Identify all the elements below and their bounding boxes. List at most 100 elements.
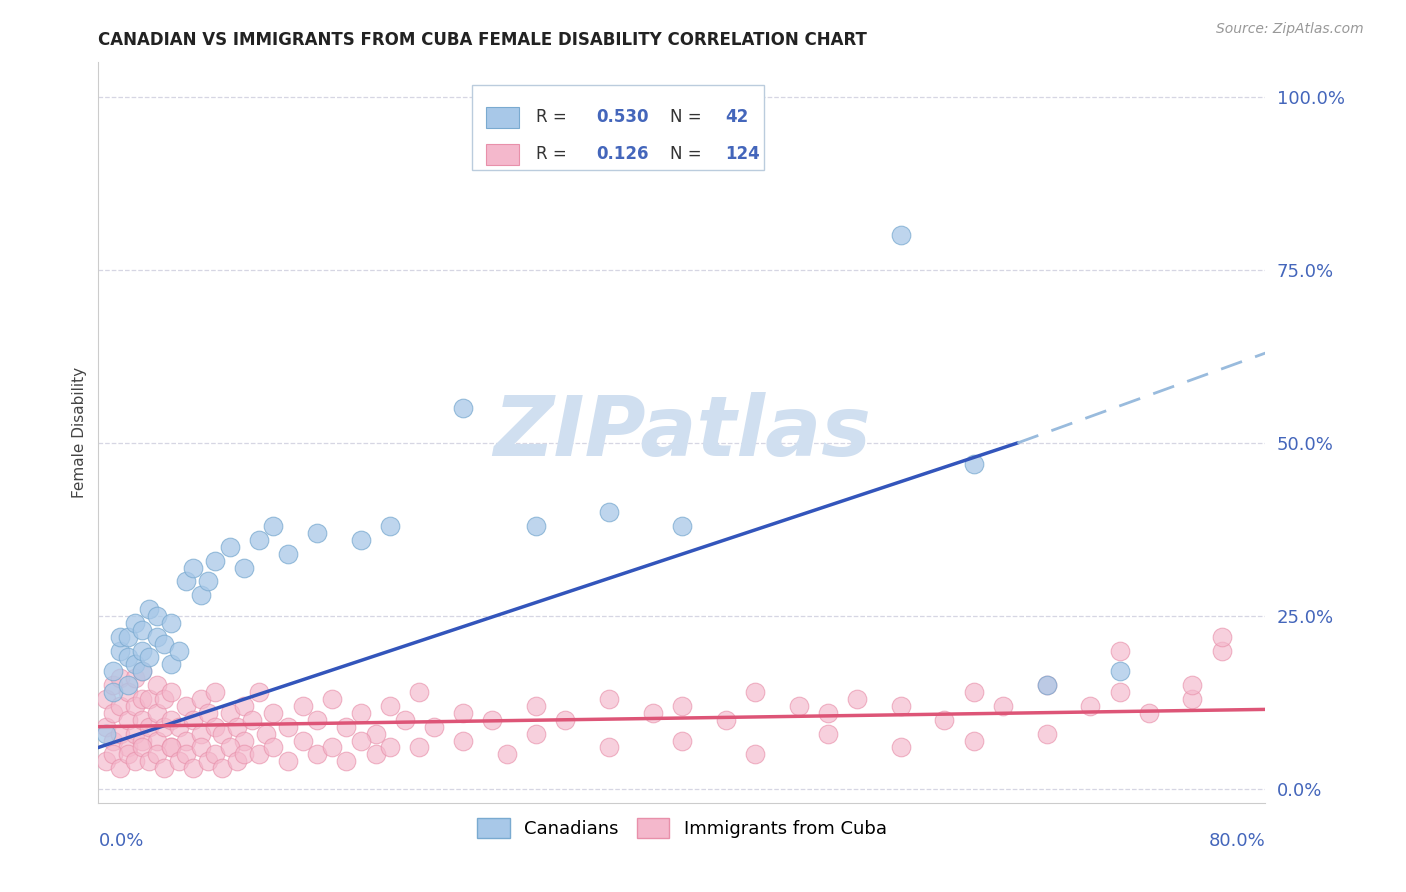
Point: [321, 740, 343, 755]
Point: [1137, 706, 1160, 720]
Point: [380, 698, 402, 713]
Point: [962, 685, 984, 699]
Point: [167, 643, 190, 657]
FancyBboxPatch shape: [486, 107, 519, 128]
Point: [787, 698, 810, 713]
Point: [131, 740, 153, 755]
Point: [714, 713, 737, 727]
Point: [160, 740, 183, 755]
Point: [131, 623, 153, 637]
Point: [524, 698, 547, 713]
Point: [380, 740, 402, 755]
Point: [1035, 678, 1057, 692]
Point: [226, 754, 249, 768]
Point: [1035, 726, 1057, 740]
Point: [408, 740, 430, 755]
Point: [124, 726, 146, 740]
Point: [138, 650, 160, 665]
Point: [524, 519, 547, 533]
Point: [101, 733, 124, 747]
Point: [991, 698, 1014, 713]
Point: [181, 560, 204, 574]
Point: [160, 713, 183, 727]
Point: [423, 720, 446, 734]
Point: [451, 733, 474, 747]
Point: [101, 747, 124, 762]
Point: [1108, 643, 1130, 657]
Point: [204, 747, 226, 762]
Point: [496, 747, 519, 762]
Point: [364, 747, 387, 762]
Text: N =: N =: [671, 145, 707, 163]
Point: [174, 574, 197, 589]
Y-axis label: Female Disability: Female Disability: [72, 367, 87, 499]
Point: [138, 602, 160, 616]
Point: [160, 657, 183, 672]
Point: [890, 698, 912, 713]
Text: N =: N =: [671, 108, 707, 127]
Point: [124, 698, 146, 713]
Point: [131, 665, 153, 679]
Point: [146, 747, 169, 762]
Text: Source: ZipAtlas.com: Source: ZipAtlas.com: [1216, 22, 1364, 37]
Point: [204, 685, 226, 699]
Point: [817, 726, 839, 740]
Point: [598, 692, 620, 706]
Point: [218, 740, 240, 755]
Point: [350, 733, 373, 747]
Point: [962, 733, 984, 747]
Point: [641, 706, 664, 720]
Point: [153, 720, 176, 734]
Point: [233, 733, 256, 747]
Text: 0.126: 0.126: [596, 145, 650, 163]
Point: [190, 726, 212, 740]
Point: [233, 747, 256, 762]
Point: [101, 678, 124, 692]
Point: [364, 726, 387, 740]
Point: [167, 720, 190, 734]
FancyBboxPatch shape: [486, 144, 519, 165]
Point: [262, 519, 284, 533]
Point: [350, 533, 373, 547]
Point: [307, 747, 329, 762]
Point: [146, 706, 169, 720]
Point: [1211, 630, 1233, 644]
Point: [554, 713, 576, 727]
Text: R =: R =: [536, 108, 572, 127]
Point: [138, 754, 160, 768]
Point: [124, 615, 146, 630]
Point: [197, 706, 219, 720]
Point: [598, 505, 620, 519]
Point: [160, 615, 183, 630]
Text: R =: R =: [536, 145, 572, 163]
Point: [1181, 692, 1204, 706]
Point: [94, 754, 117, 768]
Point: [204, 720, 226, 734]
Point: [291, 698, 314, 713]
Point: [131, 643, 153, 657]
Point: [101, 665, 124, 679]
Point: [174, 698, 197, 713]
Point: [226, 720, 249, 734]
Point: [131, 733, 153, 747]
Point: [117, 685, 139, 699]
Point: [1080, 698, 1102, 713]
Point: [101, 685, 124, 699]
Point: [218, 706, 240, 720]
Point: [110, 643, 132, 657]
Point: [262, 740, 284, 755]
Point: [131, 665, 153, 679]
Point: [1108, 685, 1130, 699]
Point: [204, 554, 226, 568]
Point: [247, 685, 270, 699]
Point: [744, 685, 766, 699]
Text: ZIPatlas: ZIPatlas: [494, 392, 870, 473]
Point: [138, 692, 160, 706]
Point: [110, 698, 132, 713]
FancyBboxPatch shape: [472, 85, 763, 169]
Point: [890, 740, 912, 755]
Point: [277, 720, 299, 734]
Point: [233, 560, 256, 574]
Point: [117, 630, 139, 644]
Point: [451, 706, 474, 720]
